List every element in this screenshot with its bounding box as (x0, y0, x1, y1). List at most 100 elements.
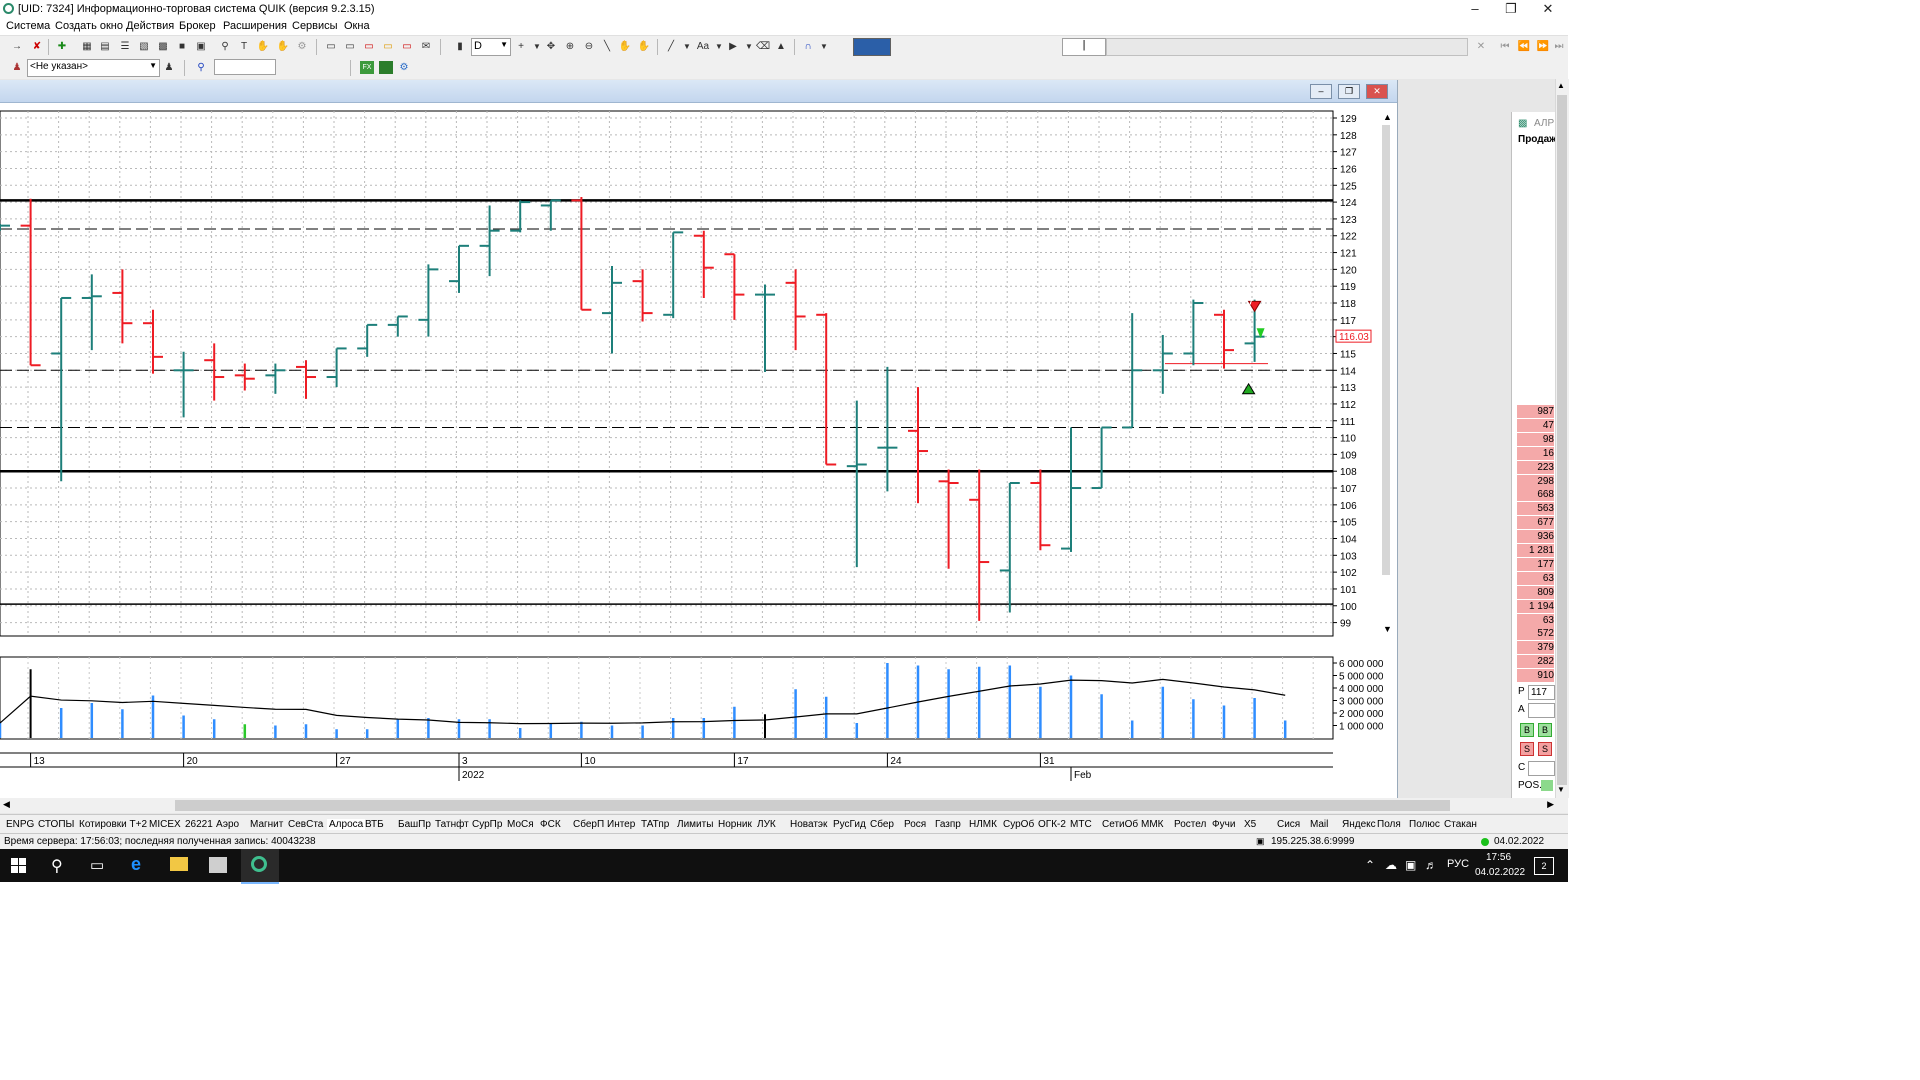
delete-chart-icon[interactable]: ▭ (364, 41, 374, 52)
instrument-combo[interactable] (1106, 38, 1468, 56)
window-tab[interactable]: ФСК (540, 819, 561, 830)
close-button[interactable]: ✕ (1542, 1, 1554, 16)
new-chart-icon[interactable]: ▭ (326, 41, 336, 52)
price-chart[interactable]: 129 128 127 126 125 124 123 122 121 120 119 118 117 1… (0, 103, 1395, 798)
amount-field[interactable] (1528, 703, 1555, 718)
price-field[interactable] (1528, 685, 1555, 700)
minimize-button[interactable]: – (1471, 1, 1479, 16)
orderbook-sell-quantity[interactable]: 223 (1517, 460, 1554, 474)
file-explorer-icon[interactable] (170, 857, 188, 871)
window-tab[interactable]: СТОПЫ (38, 819, 75, 830)
task-view-icon[interactable]: ▭ (90, 857, 105, 874)
arrow-right-icon[interactable]: → (12, 41, 22, 52)
menu-broker[interactable]: Брокер (179, 20, 216, 32)
orderbook-sell-quantity[interactable]: 16 (1517, 446, 1554, 460)
pan-icon[interactable]: ✋ (618, 41, 632, 52)
orderbook-sell-quantity[interactable]: 1 281 (1517, 544, 1554, 557)
orderbook-sell-quantity[interactable]: 910 (1517, 669, 1554, 683)
notifications-icon[interactable]: 2 (1534, 857, 1554, 875)
move-icon[interactable]: ✥ (546, 41, 556, 52)
table-icon[interactable]: ▦ (82, 41, 92, 52)
marker-dropdown-icon[interactable]: ▼ (745, 42, 753, 51)
quik-taskbar-button[interactable] (241, 849, 279, 884)
window-tab[interactable]: Котировки Т+2 (79, 819, 148, 830)
edit-chart-icon[interactable]: ▭ (345, 41, 355, 52)
stop-icon[interactable]: ▭ (402, 41, 412, 52)
sheet-icon[interactable] (379, 61, 393, 74)
menu-extensions[interactable]: Расширения (223, 20, 287, 32)
magnet-dropdown-icon[interactable]: ▼ (820, 42, 828, 51)
dropdown-arrow-icon[interactable]: ▼ (533, 42, 541, 51)
chart-restore-button[interactable]: ❐ (1338, 84, 1360, 99)
window-tab[interactable]: РусГид (833, 819, 866, 830)
menu-services[interactable]: Сервисы (292, 20, 338, 32)
window-tab[interactable]: ВТБ (365, 819, 384, 830)
ruler-icon[interactable]: ╲ (603, 41, 611, 52)
orderbook-sell-quantity[interactable]: 572 (1517, 627, 1554, 641)
window-tab[interactable]: НЛМК (969, 819, 997, 830)
text-tool-button[interactable]: Aa (696, 41, 710, 52)
text-dropdown-icon[interactable]: ▼ (715, 42, 723, 51)
window-tab[interactable]: ENPG (6, 819, 35, 830)
window-tab[interactable]: Газпр (935, 819, 961, 830)
store-icon[interactable] (209, 857, 227, 873)
orderbook-sell-quantity[interactable]: 63 (1517, 571, 1554, 585)
orderbook-sell-quantity[interactable]: 47 (1517, 418, 1554, 432)
fx-icon[interactable]: FX (360, 61, 374, 74)
orderbook-sell-quantity[interactable]: 63 (1517, 613, 1554, 627)
trades-icon[interactable]: ▩ (158, 41, 168, 52)
crosshair-icon[interactable]: + (518, 41, 524, 52)
c-field[interactable] (1528, 761, 1555, 776)
network-tray-icon[interactable]: ▣ (1405, 858, 1417, 872)
orders-icon[interactable]: ▧ (139, 41, 149, 52)
orderbook-sell-quantity[interactable]: 936 (1517, 530, 1554, 544)
cloud-icon[interactable]: ☁ (1385, 858, 1397, 872)
horizontal-scroll-thumb[interactable] (175, 800, 1450, 811)
window-tab[interactable]: СетиОб (1102, 819, 1139, 830)
last-icon[interactable]: ⏭ (1554, 41, 1564, 52)
orderbook-sell-quantity[interactable]: 282 (1517, 655, 1554, 669)
window-tab[interactable]: ОГК-2 (1038, 819, 1066, 830)
scroll-down-icon[interactable]: ▼ (1557, 785, 1565, 794)
prev-icon[interactable]: ⏪ (1517, 41, 1531, 52)
interval-select[interactable]: D ▼ (471, 38, 511, 56)
connection-indicator-icon[interactable] (853, 38, 891, 56)
portfolio-icon[interactable]: ▣ (196, 41, 206, 52)
search-input[interactable] (214, 59, 276, 75)
orderbook-sell-quantity[interactable]: 1 194 (1517, 599, 1554, 613)
window-tab[interactable]: Новатэк (790, 819, 828, 830)
fill-icon[interactable]: ▲ (776, 41, 786, 52)
window-tab[interactable]: Интер (607, 819, 636, 830)
window-tab[interactable]: ЛУК (757, 819, 776, 830)
account-select[interactable]: <Не указан> ▼ (27, 59, 160, 77)
window-tab[interactable]: МоСя (507, 819, 534, 830)
scroll-thumb[interactable] (1557, 95, 1567, 785)
search-icon[interactable]: ⚲ (51, 858, 63, 875)
mail-icon[interactable]: ✉ (421, 41, 431, 52)
zoom-out-icon[interactable]: ⊖ (584, 41, 594, 52)
orderbook-sell-quantity[interactable]: 298 (1517, 474, 1554, 488)
window-tab[interactable]: Фучи (1212, 819, 1236, 830)
menu-system[interactable]: Система (6, 20, 51, 32)
chart-close-button[interactable]: ✕ (1366, 84, 1388, 99)
stop-orders-icon[interactable]: ■ (178, 41, 186, 52)
orderbook-sell-quantity[interactable]: 677 (1517, 516, 1554, 530)
window-tab[interactable]: БашПр (398, 819, 431, 830)
marker-icon[interactable]: ▶ (729, 41, 737, 52)
window-tab[interactable]: Магнит (250, 819, 284, 830)
window-tab[interactable]: Mail (1310, 819, 1329, 830)
maximize-button[interactable]: ❐ (1505, 1, 1517, 16)
window-tab[interactable]: Лимиты (677, 819, 714, 830)
edge-browser-icon[interactable]: e (131, 854, 142, 874)
language-indicator[interactable]: РУС (1447, 858, 1470, 870)
client-icon[interactable]: ♟ (164, 62, 174, 73)
magnet-icon[interactable]: ∩ (804, 41, 812, 52)
clear-icon[interactable]: ✕ (1476, 41, 1486, 52)
info-icon[interactable]: ⚲ (221, 41, 229, 52)
bar-chart-icon[interactable]: ▮ (457, 41, 463, 52)
menu-create-window[interactable]: Создать окно (55, 20, 123, 32)
orderbook-sell-quantity[interactable]: 987 (1517, 405, 1554, 418)
window-tab[interactable]: СурПр (472, 819, 503, 830)
orderbook-sell-quantity[interactable]: 177 (1517, 557, 1554, 571)
tray-chevron-icon[interactable]: ⌃ (1365, 858, 1376, 872)
